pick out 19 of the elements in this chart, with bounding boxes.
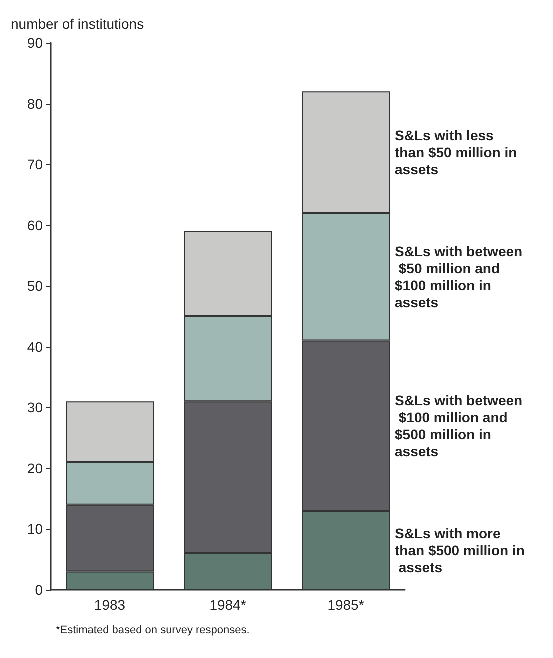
x-tick-label: 1984* bbox=[210, 597, 247, 613]
y-tick-label: 80 bbox=[27, 96, 44, 112]
series-label: S&Ls with between $50 million and $100 million in assets bbox=[395, 243, 523, 310]
y-tick-label: 0 bbox=[35, 582, 44, 598]
y-tick-label: 40 bbox=[27, 338, 44, 355]
series-label: S&Ls with more than $500 million in assets bbox=[395, 525, 525, 576]
y-axis-title: number of institutions bbox=[11, 16, 144, 32]
y-tick-label: 20 bbox=[27, 460, 44, 476]
series-label: S&Ls with less than $50 million in assets bbox=[395, 127, 522, 178]
y-tick-label: 10 bbox=[27, 521, 44, 538]
text: *Estimated based on survey responses. bbox=[56, 624, 250, 636]
x-tick-label: 1985* bbox=[328, 597, 365, 613]
y-tick-label: 60 bbox=[27, 217, 44, 234]
y-tick-label: 70 bbox=[27, 156, 44, 173]
x-tick-label: 1983 bbox=[94, 597, 126, 613]
y-tick-label: 90 bbox=[27, 35, 44, 51]
series-label: S&Ls with between $100 million and $500 million in assets bbox=[395, 392, 523, 460]
y-tick-label: 50 bbox=[27, 278, 44, 294]
y-tick-label: 30 bbox=[27, 400, 44, 416]
